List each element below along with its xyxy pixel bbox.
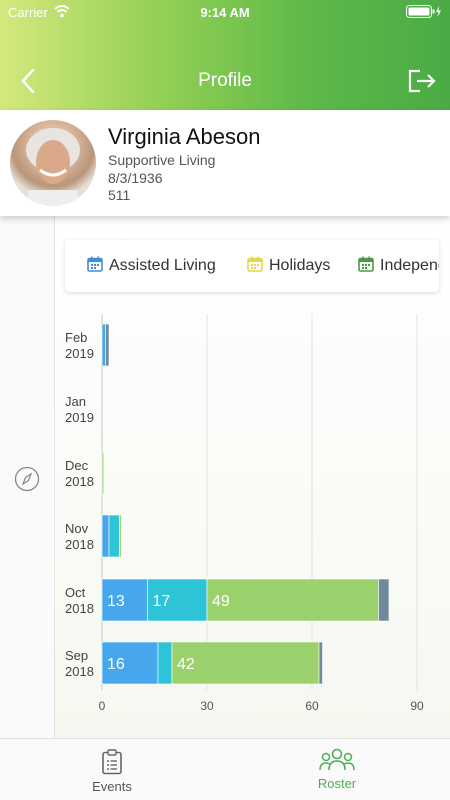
tab-roster[interactable]: Roster bbox=[262, 739, 412, 800]
status-bar: Carrier 9:14 AM bbox=[0, 0, 450, 24]
chart-legend[interactable]: Assisted Living Holidays Independent Liv… bbox=[65, 240, 439, 292]
calendar-icon bbox=[87, 256, 103, 272]
status-time: 9:14 AM bbox=[200, 5, 250, 20]
legend-label: Independent Living bbox=[380, 257, 439, 274]
back-button[interactable] bbox=[14, 66, 42, 96]
calendar-icon bbox=[358, 256, 374, 272]
side-rail bbox=[0, 216, 55, 738]
avatar bbox=[10, 120, 96, 206]
resident-name: Virginia Abeson bbox=[108, 124, 261, 149]
tab-events-label: Events bbox=[92, 779, 132, 794]
birthdate: 8/3/1936 bbox=[108, 170, 163, 186]
calendar-icon bbox=[247, 256, 263, 272]
page-title: Profile bbox=[198, 70, 252, 91]
battery-icon bbox=[406, 5, 441, 18]
room-number: 511 bbox=[108, 187, 131, 203]
avatar-photo bbox=[26, 128, 80, 206]
care-level: Supportive Living bbox=[108, 152, 216, 168]
header: Carrier 9:14 AM Profile bbox=[0, 0, 450, 110]
chart-area bbox=[55, 216, 450, 738]
legend-item-independent-living[interactable]: Independent Living bbox=[358, 256, 439, 275]
wifi-icon bbox=[54, 5, 70, 18]
legend-label: Holidays bbox=[269, 257, 331, 274]
compass-icon[interactable] bbox=[14, 466, 40, 492]
legend-item-holidays[interactable]: Holidays bbox=[247, 256, 330, 275]
clipboard-icon bbox=[102, 749, 122, 775]
legend-label: Assisted Living bbox=[109, 257, 216, 274]
tab-roster-label: Roster bbox=[317, 776, 357, 791]
logout-button[interactable] bbox=[406, 66, 438, 96]
legend-item-assisted-living[interactable]: Assisted Living bbox=[87, 256, 216, 275]
tab-bar: Events Roster bbox=[0, 738, 450, 800]
tab-events[interactable]: Events bbox=[37, 739, 187, 800]
carrier-label: Carrier bbox=[8, 5, 48, 20]
people-icon bbox=[319, 748, 355, 771]
profile-card bbox=[0, 110, 450, 216]
